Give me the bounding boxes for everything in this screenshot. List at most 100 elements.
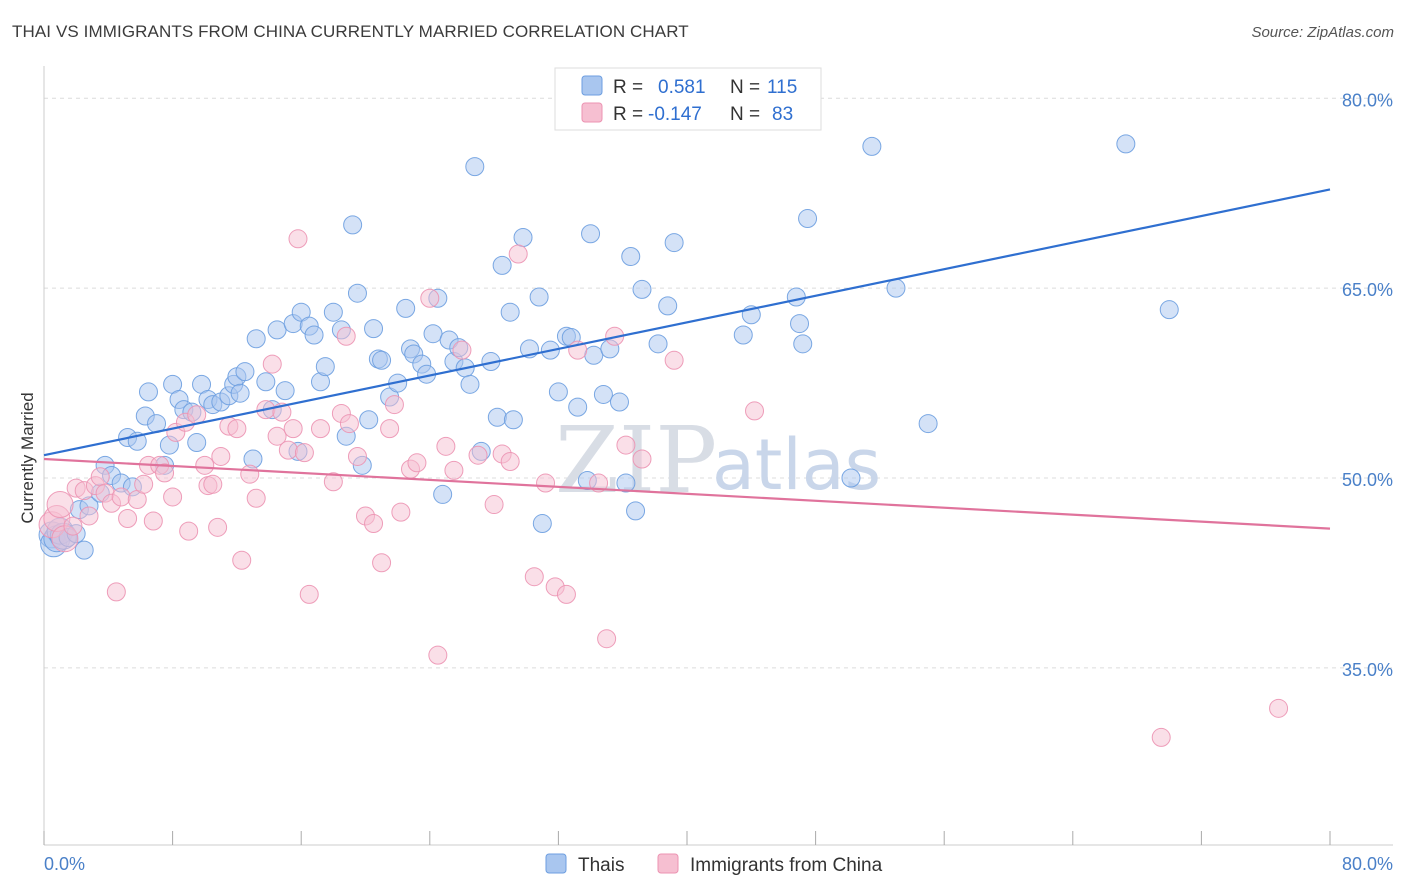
thai-point-109 [841, 468, 861, 488]
thai-point-41 [275, 381, 295, 401]
thai-point-112 [918, 414, 938, 434]
thai-point-83 [529, 287, 549, 307]
china-point-44 [299, 584, 319, 604]
legend-thai-r-value: 0.581 [658, 77, 706, 98]
china-point-82 [1269, 698, 1289, 718]
y-tick-label-65: 65.0% [1342, 280, 1393, 300]
thai-point-105 [786, 287, 806, 307]
thai-point-66 [423, 324, 443, 344]
thai-point-89 [568, 397, 588, 417]
thai-point-97 [621, 247, 641, 267]
bottom-legend-thai: Thais [578, 855, 624, 876]
thai-point-46 [304, 325, 324, 345]
axes [43, 66, 1393, 846]
thai-point-8 [74, 540, 94, 560]
china-point-59 [420, 288, 440, 308]
china-point-18 [143, 511, 163, 531]
thai-point-73 [460, 374, 480, 394]
china-point-56 [391, 502, 411, 522]
legend-thai-n-value: 115 [767, 77, 797, 98]
thai-point-114 [1159, 300, 1179, 320]
china-point-12 [106, 582, 126, 602]
china-point-52 [364, 514, 384, 534]
china-point-42 [288, 229, 308, 249]
thai-point-35 [235, 362, 255, 382]
china-point-60 [428, 645, 448, 665]
thai-point-55 [359, 410, 379, 430]
china-point-77 [616, 435, 636, 455]
legend-china-n-value: 83 [772, 104, 793, 125]
china-point-24 [179, 521, 199, 541]
china-point-46 [323, 472, 343, 492]
x-tick-label-min: 0.0% [44, 854, 85, 874]
china-point-4 [63, 516, 83, 536]
series-legend: Thais Immigrants from China [545, 853, 883, 876]
bottom-legend-china: Immigrants from China [690, 855, 883, 876]
y-axis-label: Currently Married [18, 392, 37, 523]
bottom-legend-swatch-thai [545, 853, 567, 874]
thai-point-92 [584, 345, 604, 365]
china-point-30 [211, 446, 231, 466]
china-point-34 [240, 464, 260, 484]
china-point-43 [294, 443, 314, 463]
china-point-78 [632, 449, 652, 469]
thai-point-107 [793, 334, 813, 354]
watermark: ZIP atlas [555, 407, 881, 514]
thai-point-40 [267, 320, 287, 340]
thai-point-113 [1116, 134, 1136, 154]
bottom-legend-swatch-china [657, 853, 679, 874]
china-point-65 [484, 495, 504, 515]
stats-legend: R = 0.581 N = 115 R = -0.147 N = 83 [554, 67, 822, 131]
thai-point-106 [790, 314, 810, 334]
china-point-32 [227, 419, 247, 439]
china-point-41 [283, 419, 303, 439]
china-point-20 [155, 463, 175, 483]
china-point-45 [310, 419, 330, 439]
thai-point-84 [532, 514, 552, 534]
thai-point-95 [609, 392, 629, 412]
thai-point-80 [503, 410, 523, 430]
china-point-70 [536, 473, 556, 493]
china-point-54 [380, 419, 400, 439]
china-point-81 [1151, 727, 1171, 747]
legend-swatch-china [581, 102, 603, 123]
thai-point-38 [256, 372, 276, 392]
y-tick-labels: 35.0% 50.0% 65.0% 80.0% [1342, 90, 1393, 680]
source-label: Source: ZipAtlas.com [1251, 24, 1394, 41]
china-point-72 [556, 584, 576, 604]
thai-point-34 [230, 383, 250, 403]
thai-point-56 [364, 319, 384, 339]
thai-point-68 [433, 484, 453, 504]
thai-point-77 [487, 407, 507, 427]
thai-point-26 [187, 433, 207, 453]
thai-point-96 [616, 473, 636, 493]
legend-china-r-value: -0.147 [648, 104, 702, 125]
china-point-9 [90, 467, 110, 487]
y-tick-label-50: 50.0% [1342, 470, 1393, 490]
china-point-13 [111, 487, 131, 507]
china-point-75 [597, 629, 617, 649]
legend-thai-n-label: N = [730, 77, 760, 98]
china-point-21 [163, 487, 183, 507]
china-point-74 [589, 473, 609, 493]
china-point-7 [79, 506, 99, 526]
legend-china-n-label: N = [730, 104, 760, 125]
thai-point-79 [500, 302, 520, 322]
watermark-atlas: atlas [712, 424, 881, 506]
china-point-79 [664, 350, 684, 370]
china-points [38, 229, 1289, 747]
thai-point-61 [396, 298, 416, 318]
china-point-14 [118, 508, 138, 528]
legend-china-r-label: R = [613, 104, 643, 125]
thai-point-18 [138, 382, 158, 402]
thai-point-37 [246, 329, 266, 349]
china-point-61 [436, 436, 456, 456]
china-point-38 [267, 426, 287, 446]
thai-point-91 [581, 224, 601, 244]
china-point-49 [339, 414, 359, 434]
china-point-29 [208, 517, 228, 537]
china-point-62 [444, 460, 464, 480]
china-point-37 [262, 354, 282, 374]
thai-point-74 [465, 157, 485, 177]
